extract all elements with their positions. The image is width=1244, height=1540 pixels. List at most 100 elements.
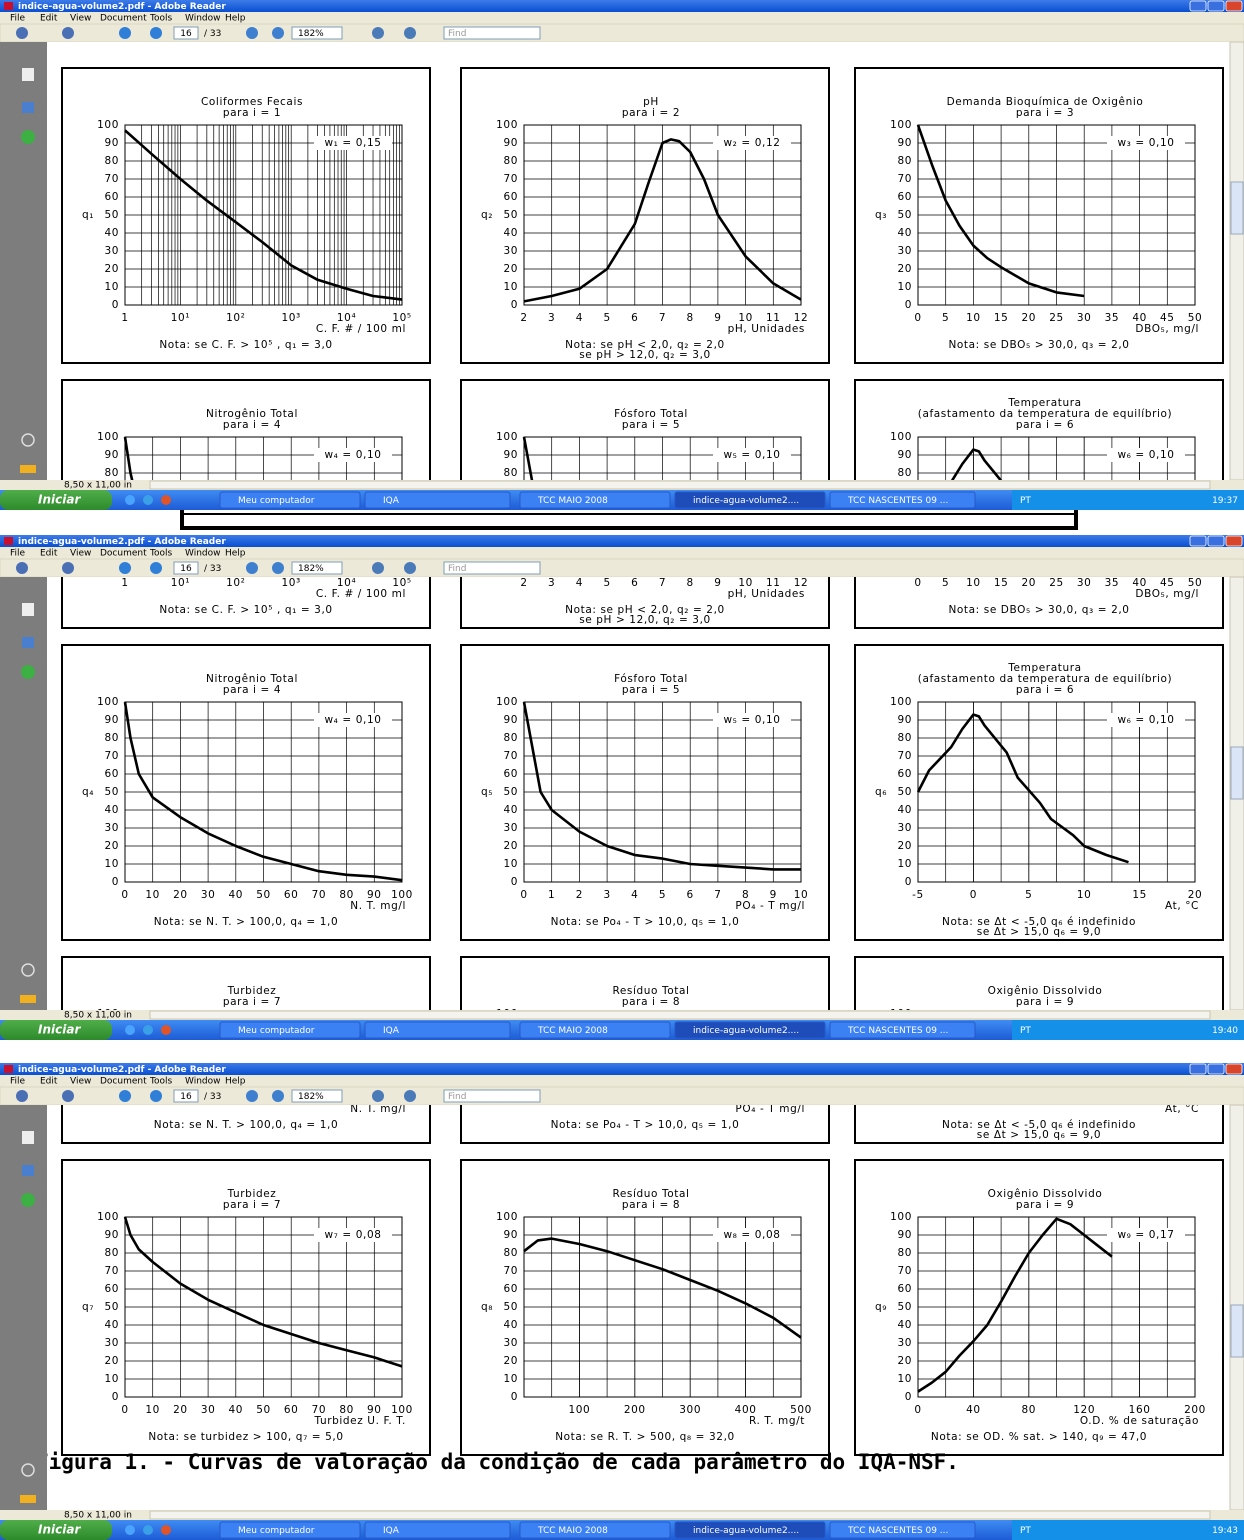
menu-item[interactable]: Tools <box>149 1077 172 1087</box>
menu-item[interactable]: Help <box>225 1077 246 1087</box>
x-axis-label: pH, Unidades <box>728 588 805 600</box>
scroll-thumb[interactable] <box>1231 182 1243 234</box>
scroll-thumb[interactable] <box>1231 747 1243 799</box>
menu-item[interactable]: Document <box>100 549 147 559</box>
toolbar-button[interactable] <box>150 562 162 574</box>
toolbar-button[interactable] <box>372 1090 384 1102</box>
toolbar-button[interactable] <box>372 562 384 574</box>
bookmarks-icon[interactable] <box>22 1165 34 1176</box>
pages-icon[interactable] <box>22 68 34 81</box>
window-control[interactable] <box>1208 1 1224 11</box>
quick-launch[interactable] <box>161 1025 171 1035</box>
bookmarks-icon[interactable] <box>22 102 34 113</box>
comment-icon[interactable] <box>20 465 36 473</box>
menu-item[interactable]: Help <box>225 549 246 559</box>
quick-launch[interactable] <box>125 1025 135 1035</box>
scrollbar[interactable] <box>1230 42 1244 480</box>
toolbar-button[interactable] <box>62 562 74 574</box>
system-tray <box>1012 1020 1244 1040</box>
toolbar-button[interactable] <box>404 27 416 39</box>
quick-launch[interactable] <box>125 1525 135 1535</box>
toolbar-button[interactable] <box>16 562 28 574</box>
chart-title: para i = 9 <box>1016 1199 1074 1211</box>
menu-item[interactable]: File <box>10 14 26 24</box>
quick-launch[interactable] <box>143 1025 153 1035</box>
quick-launch[interactable] <box>143 495 153 505</box>
y-tick-label: 20 <box>503 263 518 275</box>
toolbar-button[interactable] <box>119 1090 131 1102</box>
window-control[interactable] <box>1208 536 1224 546</box>
menu-item[interactable]: Edit <box>40 14 58 24</box>
h-scroll[interactable] <box>150 1511 1210 1519</box>
comment-icon[interactable] <box>20 995 36 1003</box>
window-control[interactable] <box>1226 536 1242 546</box>
quick-launch[interactable] <box>161 495 171 505</box>
pages-icon[interactable] <box>22 603 34 616</box>
toolbar-button[interactable] <box>150 1090 162 1102</box>
help-icon[interactable] <box>21 665 35 679</box>
menu-item[interactable]: File <box>10 1077 26 1087</box>
menu-item[interactable]: Document <box>100 1077 147 1087</box>
toolbar-button[interactable] <box>246 27 258 39</box>
quick-launch[interactable] <box>161 1525 171 1535</box>
menu-item[interactable]: View <box>70 14 91 24</box>
menu-item[interactable]: Window <box>185 1077 221 1087</box>
toolbar-button[interactable] <box>372 27 384 39</box>
window-control[interactable] <box>1190 536 1206 546</box>
y-tick-label: 40 <box>104 804 119 816</box>
x-tick-label: 60 <box>284 1404 299 1416</box>
window-control[interactable] <box>1190 1 1206 11</box>
taskbar-label: Meu computador <box>238 1526 315 1536</box>
window-control[interactable] <box>1226 1 1242 11</box>
menu-item[interactable]: Tools <box>149 14 172 24</box>
h-scroll[interactable] <box>150 481 1210 489</box>
toolbar-button[interactable] <box>62 27 74 39</box>
find-field: Find <box>448 29 466 39</box>
menu-item[interactable]: View <box>70 1077 91 1087</box>
menu-item[interactable]: Edit <box>40 549 58 559</box>
window-control[interactable] <box>1226 1064 1242 1074</box>
menu-item[interactable]: Window <box>185 549 221 559</box>
comment-icon[interactable] <box>20 1495 36 1503</box>
window-control[interactable] <box>1208 1064 1224 1074</box>
menu-item[interactable]: Document <box>100 14 147 24</box>
y-tick-label: 0 <box>511 876 518 888</box>
toolbar-button[interactable] <box>150 27 162 39</box>
x-tick-label: 0 <box>914 1404 921 1416</box>
menu-item[interactable]: View <box>70 549 91 559</box>
toolbar-button[interactable] <box>272 1090 284 1102</box>
toolbar-button[interactable] <box>272 562 284 574</box>
language: PT <box>1020 496 1031 506</box>
h-scroll[interactable] <box>150 1011 1210 1019</box>
menu-item[interactable]: Help <box>225 14 246 24</box>
pages-icon[interactable] <box>22 1131 34 1144</box>
menu-item[interactable]: Tools <box>149 549 172 559</box>
bookmarks-icon[interactable] <box>22 637 34 648</box>
scroll-thumb[interactable] <box>1231 1305 1243 1357</box>
menu-item[interactable]: Window <box>185 14 221 24</box>
x-axis-label: Turbidez U. F. T. <box>314 1415 406 1427</box>
toolbar-button[interactable] <box>246 562 258 574</box>
toolbar-button[interactable] <box>404 1090 416 1102</box>
help-icon[interactable] <box>21 130 35 144</box>
window-control[interactable] <box>1190 1064 1206 1074</box>
toolbar-button[interactable] <box>16 1090 28 1102</box>
note: Nota: se Po₄ - T > 10,0, q₅ = 1,0 <box>551 1119 740 1131</box>
toolbar-button[interactable] <box>119 27 131 39</box>
toolbar-button[interactable] <box>246 1090 258 1102</box>
toolbar-button[interactable] <box>16 27 28 39</box>
toolbar-button[interactable] <box>272 27 284 39</box>
y-tick-label: 90 <box>104 449 119 461</box>
help-icon[interactable] <box>21 1193 35 1207</box>
quick-launch[interactable] <box>125 495 135 505</box>
menu-item[interactable]: File <box>10 549 26 559</box>
toolbar-button[interactable] <box>404 562 416 574</box>
menu-item[interactable]: Edit <box>40 1077 58 1087</box>
page-size: 8,50 x 11,00 in <box>64 1011 132 1021</box>
quick-launch[interactable] <box>143 1525 153 1535</box>
y-tick-label: 30 <box>897 822 912 834</box>
toolbar-button[interactable] <box>119 562 131 574</box>
x-tick-label: 80 <box>1022 1404 1037 1416</box>
y-tick-label: 90 <box>104 137 119 149</box>
toolbar-button[interactable] <box>62 1090 74 1102</box>
